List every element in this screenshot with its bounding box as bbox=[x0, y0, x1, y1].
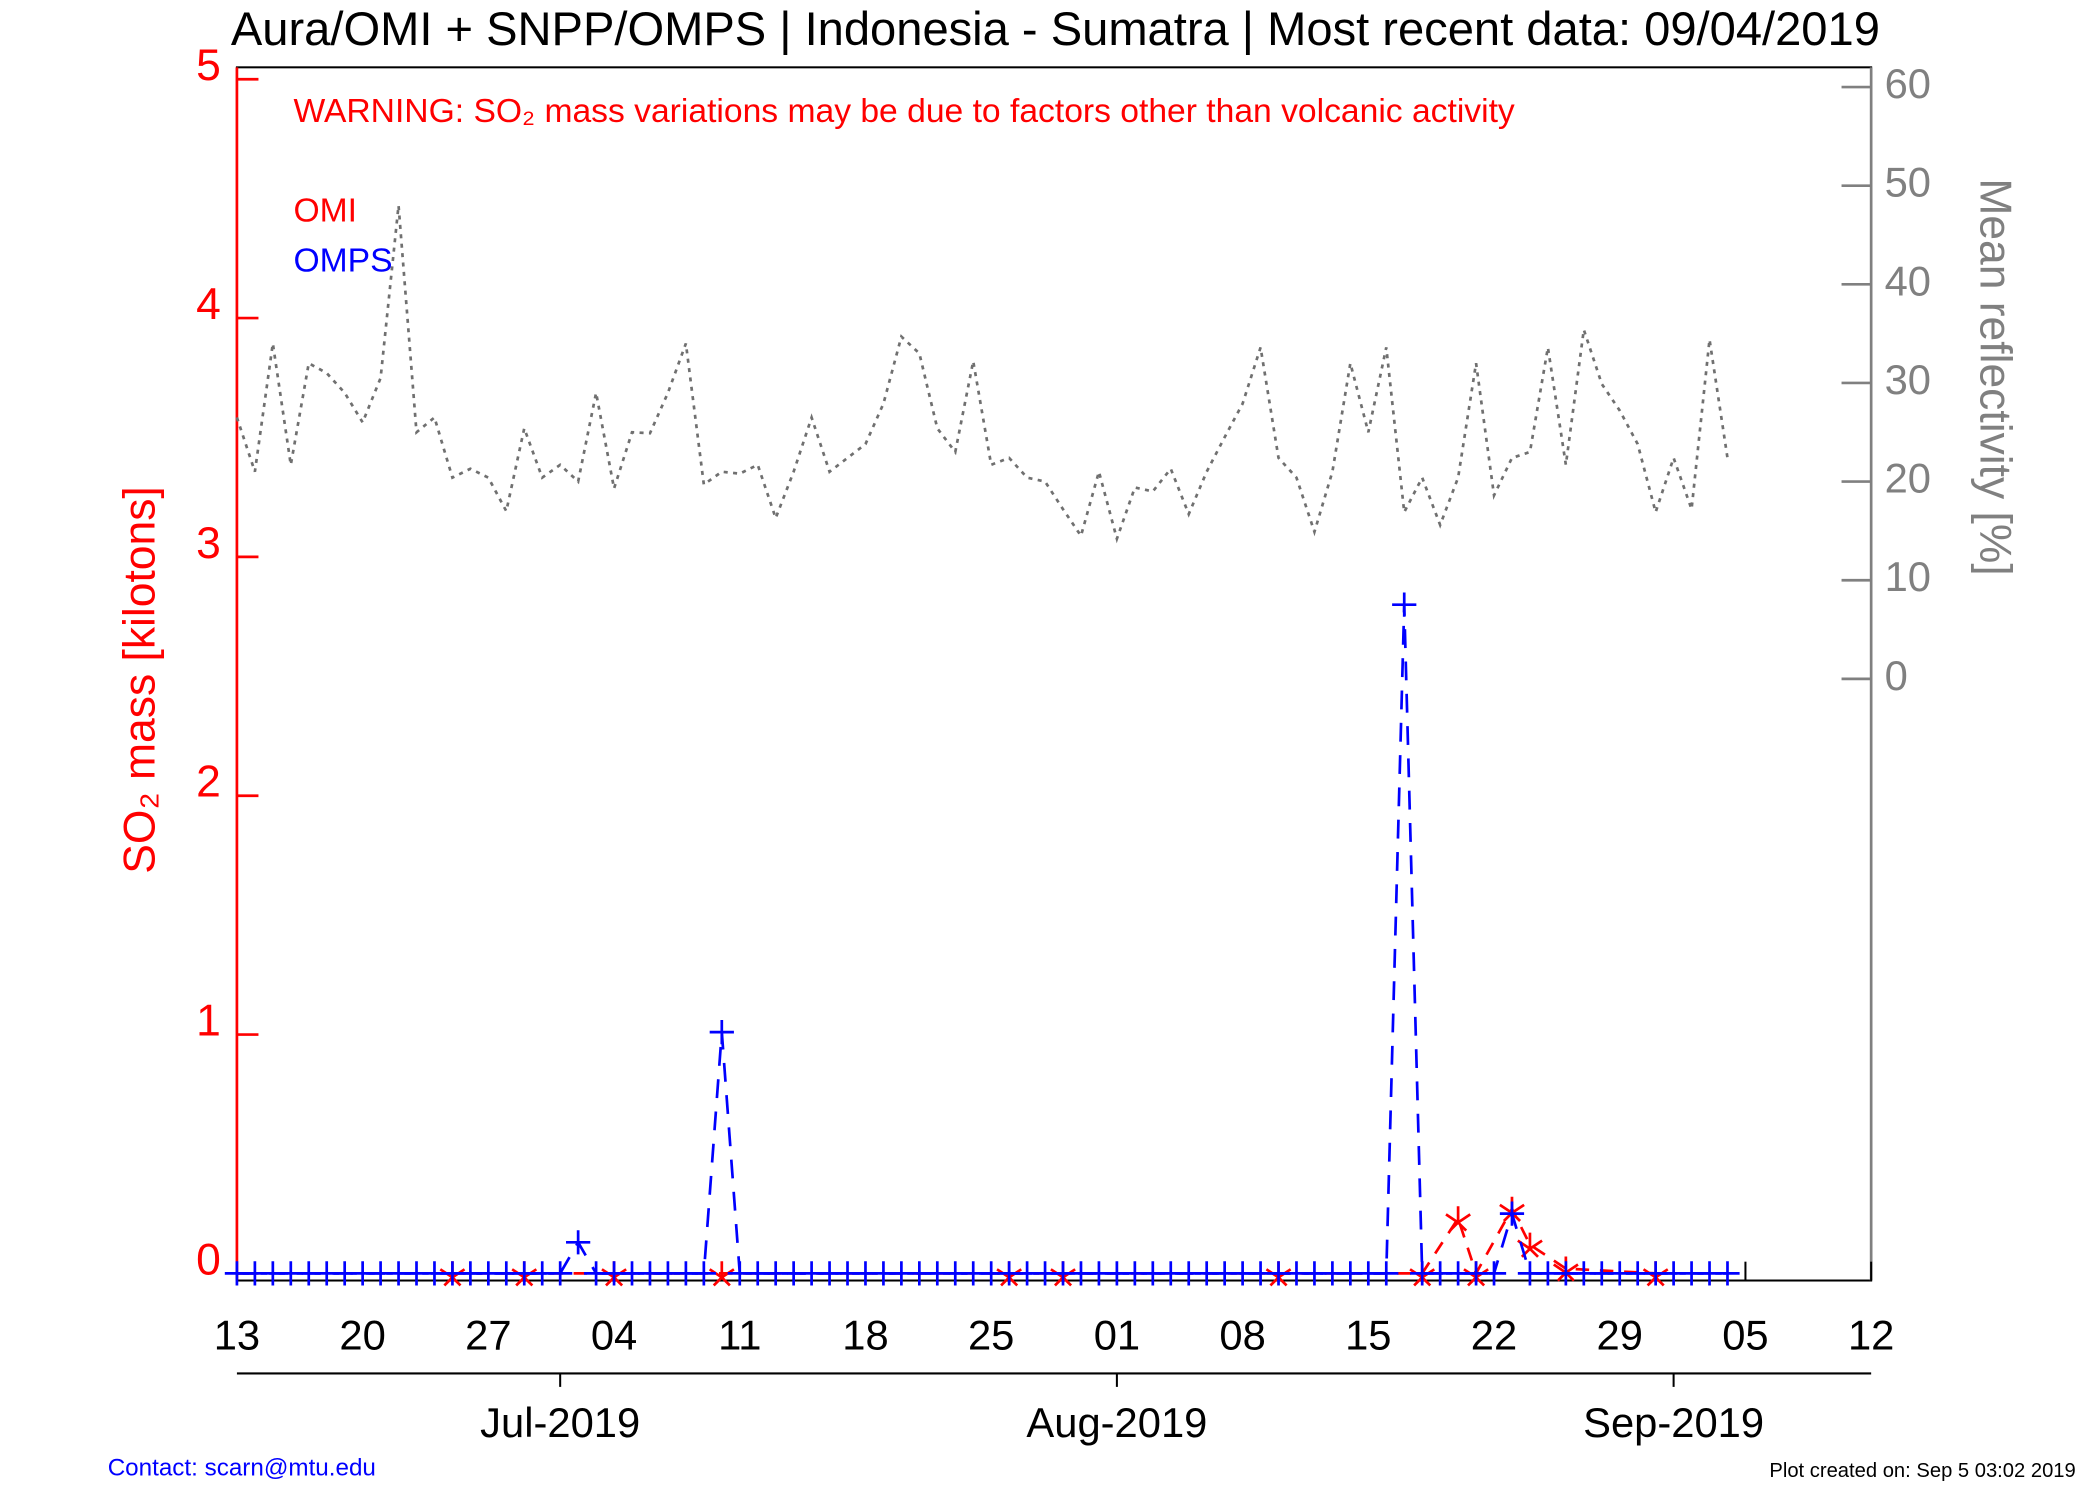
series-line bbox=[235, 205, 1729, 544]
x-tick-label: 13 bbox=[214, 1311, 260, 1358]
x-tick-label: 22 bbox=[1471, 1311, 1517, 1358]
y-axis-label: SO₂ mass [kilotons] bbox=[115, 486, 164, 873]
marker bbox=[1374, 1261, 1399, 1286]
month-label: Aug-2019 bbox=[1026, 1399, 1207, 1446]
month-label: Sep-2019 bbox=[1583, 1399, 1764, 1446]
y2-tick-label: 20 bbox=[1885, 455, 1931, 502]
legend-entry: OMI bbox=[293, 193, 357, 230]
y2-tick-label: 0 bbox=[1885, 652, 1908, 699]
plot-frame bbox=[235, 66, 1873, 1282]
x-tick-label: 29 bbox=[1597, 1311, 1643, 1358]
y2-tick-label: 40 bbox=[1885, 257, 1931, 304]
y2-tick-label: 50 bbox=[1885, 159, 1931, 206]
marker bbox=[691, 1261, 716, 1286]
x-tick-label: 04 bbox=[591, 1311, 637, 1358]
x-tick-label: 11 bbox=[718, 1311, 761, 1358]
marker bbox=[1481, 1261, 1507, 1286]
y2-tick-label: 60 bbox=[1885, 60, 1931, 107]
series-line bbox=[236, 604, 1728, 1275]
contact: Contact: scarn@mtu.edu bbox=[108, 1454, 376, 1481]
y-tick-label: 5 bbox=[196, 41, 221, 90]
x-tick-label: 25 bbox=[968, 1311, 1014, 1358]
y-tick-label: 2 bbox=[196, 758, 221, 807]
y-tick-label: 3 bbox=[196, 519, 221, 568]
x-tick-label: 12 bbox=[1848, 1311, 1894, 1358]
marker bbox=[548, 1261, 573, 1286]
warning: WARNING: SO₂ mass variations may be due … bbox=[293, 93, 1514, 130]
x-tick-label: 05 bbox=[1722, 1311, 1768, 1358]
y-tick-label: 0 bbox=[196, 1235, 221, 1284]
y-tick-label: 4 bbox=[196, 280, 221, 329]
legend-entry: OMPS bbox=[293, 242, 392, 279]
marker bbox=[1392, 592, 1417, 617]
x-tick-label: 27 bbox=[465, 1311, 511, 1358]
x-tick-label: 18 bbox=[842, 1311, 888, 1358]
x-tick-label: 15 bbox=[1345, 1311, 1391, 1358]
month-label: Jul-2019 bbox=[480, 1399, 640, 1446]
marker bbox=[708, 1261, 735, 1287]
y-tick-label: 1 bbox=[196, 996, 221, 1045]
chart-title: Aura/OMI + SNPP/OMPS | Indonesia - Sumat… bbox=[231, 2, 1880, 55]
x-tick-label: 08 bbox=[1219, 1311, 1265, 1358]
marker bbox=[709, 1020, 734, 1045]
y2-axis-label: Mean reflectivity [%] bbox=[1971, 178, 2020, 575]
marker bbox=[1445, 1206, 1471, 1232]
created-note: Plot created on: Sep 5 03:02 2019 bbox=[1769, 1460, 2075, 1482]
marker bbox=[1499, 1201, 1525, 1226]
marker bbox=[1715, 1261, 1740, 1286]
y2-tick-label: 10 bbox=[1885, 553, 1931, 600]
x-tick-label: 01 bbox=[1094, 1311, 1140, 1358]
y2-tick-label: 30 bbox=[1885, 356, 1931, 403]
marker bbox=[566, 1230, 591, 1255]
x-tick-label: 20 bbox=[339, 1311, 385, 1358]
